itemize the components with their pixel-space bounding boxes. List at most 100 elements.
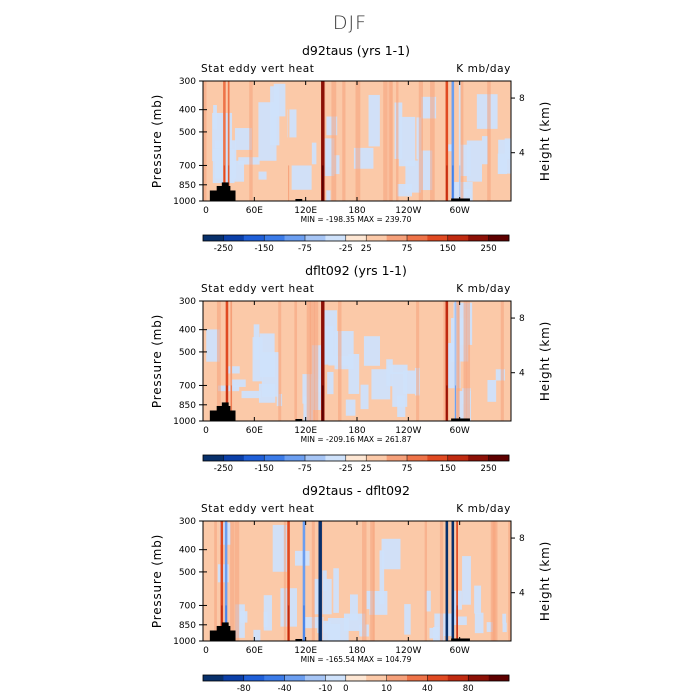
- heatmap-patch: [504, 138, 511, 160]
- heatmap-patch: [334, 331, 354, 370]
- heatmap-patch: [486, 622, 494, 632]
- x-tick-label: 60E: [246, 646, 263, 656]
- colorbar-swatch: [203, 455, 224, 461]
- colorbar-swatch: [325, 675, 347, 681]
- x-tick-label: 0: [203, 426, 209, 436]
- heatmap-feature: [223, 81, 226, 201]
- heatmap-feature-core: [452, 165, 454, 201]
- heatmap-patch: [463, 188, 472, 197]
- chart-panel-2: dflt092 (yrs 1-1) Stat eddy vert heat K mb…: [150, 263, 552, 474]
- min-max-label: MIN = -198.35 MAX = 239.70: [301, 215, 412, 224]
- heatmap-streak: [230, 521, 235, 641]
- heatmap-feature: [445, 81, 449, 201]
- colorbar-label: -75: [298, 244, 312, 254]
- colorbar-frame: [202, 454, 510, 462]
- heatmap-feature: [225, 301, 229, 421]
- heatmap-patch: [451, 616, 467, 626]
- x-tick-label: 60W: [449, 206, 469, 216]
- heatmap-feature: [451, 521, 455, 641]
- heatmap-feature-core: [303, 605, 305, 641]
- min-max-label: MIN = -165.54 MAX = 104.79: [301, 655, 412, 664]
- height-tick-label: 8: [519, 534, 525, 544]
- heatmap-patch: [349, 594, 358, 621]
- y-axis-right-title: Height (km): [538, 321, 552, 401]
- heatmap-patch: [258, 171, 267, 180]
- heatmap-patch: [425, 590, 431, 612]
- terrain-mask: [221, 182, 229, 201]
- colorbar-swatch: [468, 455, 489, 461]
- heatmap-patch: [345, 399, 356, 416]
- colorbar-swatch: [366, 455, 387, 461]
- colorbar-label: 0: [343, 684, 348, 694]
- colorbar-swatch: [264, 675, 285, 681]
- colorbar-swatch: [447, 235, 469, 241]
- colorbar-swatch: [427, 235, 449, 241]
- heatmap-feature: [230, 301, 233, 421]
- colorbar-swatch: [305, 455, 326, 461]
- y-axis-right-title: Height (km): [538, 101, 552, 181]
- heatmap-patch: [363, 336, 381, 366]
- heatmap-streak: [487, 81, 491, 201]
- heatmap-streak: [314, 301, 319, 421]
- y-tick-label: 1000: [173, 637, 196, 647]
- panel-right-label: K mb/day: [456, 63, 511, 75]
- heatmap-streak: [508, 521, 511, 641]
- heatmap-patch: [322, 138, 335, 177]
- heatmap-streak: [490, 521, 496, 641]
- colorbar-swatch: [407, 455, 428, 461]
- heatmap-feature-core: [288, 165, 290, 201]
- heatmap-feature: [287, 521, 290, 641]
- colorbar-swatch: [284, 455, 306, 461]
- colorbar-swatch: [447, 455, 469, 461]
- heatmap-feature: [227, 81, 230, 201]
- colorbar-swatch: [223, 455, 245, 461]
- heatmap-streak: [278, 301, 282, 421]
- heatmap-streak: [396, 81, 399, 201]
- heatmap-field: [203, 521, 511, 641]
- y-tick-label: 300: [179, 297, 196, 307]
- heatmap-patch: [327, 371, 334, 395]
- heatmap-patch: [405, 160, 421, 193]
- heatmap-patch: [333, 568, 339, 613]
- heatmap-streak: [424, 521, 427, 641]
- colorbar-label: -150: [255, 244, 274, 254]
- heatmap-patch: [270, 86, 280, 146]
- y-tick-label: 300: [179, 77, 196, 87]
- colorbar: -250 -150 -75 -25 25 75 150 250: [202, 234, 510, 254]
- heatmap-feature-core: [321, 385, 324, 421]
- y-tick-label: 1000: [173, 197, 196, 207]
- heatmap-patch: [224, 160, 245, 182]
- y-tick-label: 850: [179, 181, 196, 191]
- x-tick-label: 60W: [449, 426, 469, 436]
- colorbar-swatch: [386, 455, 408, 461]
- panel-title: d92taus - dflt092: [302, 483, 410, 498]
- heatmap-patch: [502, 613, 507, 624]
- heatmap-patch: [371, 369, 391, 400]
- colorbar-swatch: [468, 675, 489, 681]
- colorbar-swatch: [264, 235, 285, 241]
- heatmap-feature-core: [452, 605, 454, 641]
- chart-panel-1: d92taus (yrs 1-1) Stat eddy vert heat K mb…: [150, 43, 552, 254]
- heatmap-feature-core: [446, 385, 448, 421]
- heatmap-streak: [294, 301, 298, 421]
- heatmap-streak: [283, 521, 287, 641]
- colorbar-label: -250: [214, 244, 233, 254]
- heatmap-streak: [466, 301, 471, 421]
- colorbar-swatch: [345, 675, 367, 681]
- heatmap-patch: [474, 585, 482, 614]
- heatmap-feature-core: [319, 605, 322, 641]
- heatmap-field: [203, 301, 511, 421]
- colorbar-swatch: [203, 675, 224, 681]
- colorbar-swatch: [488, 235, 510, 241]
- heatmap-streak: [249, 81, 253, 201]
- terrain-mask: [451, 198, 470, 201]
- heatmap-patch: [213, 105, 217, 130]
- colorbar-label: 75: [402, 244, 413, 254]
- heatmap-patch: [454, 590, 462, 610]
- colorbar-label: 40: [422, 684, 433, 694]
- terrain-mask: [295, 638, 303, 641]
- heatmap-streak: [443, 301, 447, 421]
- heatmap-streak: [372, 521, 375, 641]
- heatmap-patch: [381, 538, 401, 570]
